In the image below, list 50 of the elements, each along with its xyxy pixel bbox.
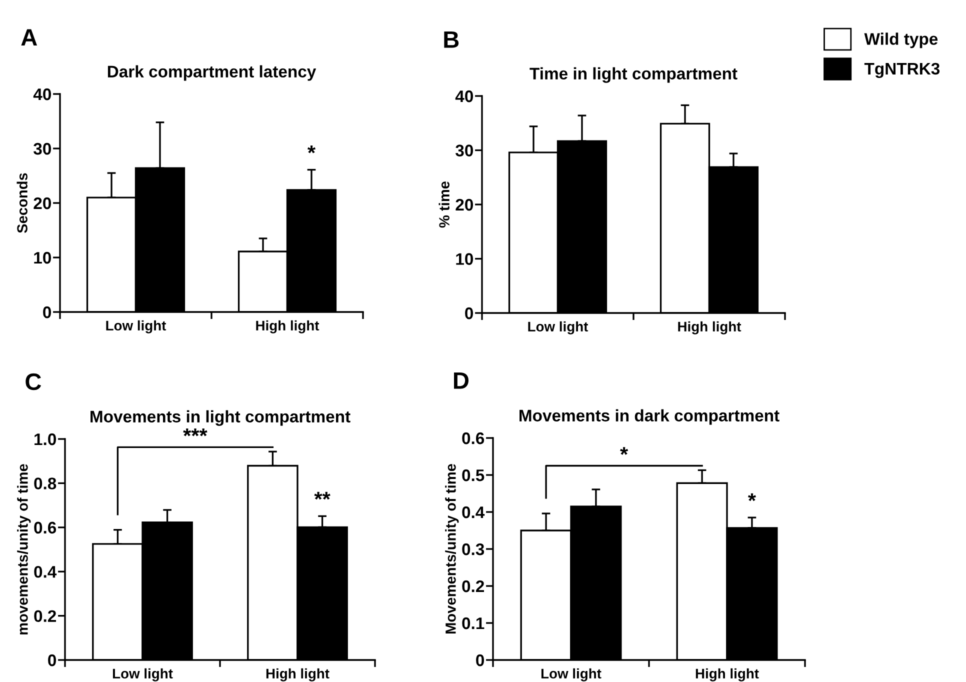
y-axis-title: Movements/unity of time: [445, 464, 459, 634]
y-tick-label: 40: [33, 88, 51, 100]
y-tick-label: 0: [48, 654, 56, 666]
chart-title: Movements in dark compartment: [520, 409, 780, 425]
x-tick-label: High light: [256, 320, 320, 334]
legend-label: Wild type: [864, 32, 938, 48]
y-tick-label: 0.5: [462, 469, 484, 482]
text: ***: [183, 428, 208, 436]
y-tick-label: 0.3: [462, 543, 484, 556]
y-tick-label: 0.2: [34, 610, 56, 622]
y-tick-label: 0: [43, 306, 51, 318]
x-tick-label: High light: [696, 668, 759, 682]
y-tick-label: 0.6: [34, 522, 56, 534]
y-tick-label: 0.6: [462, 432, 484, 444]
y-tick-label: 0.8: [34, 478, 56, 490]
x-tick-label: High light: [678, 321, 742, 334]
y-tick-label: 0.4: [34, 566, 57, 578]
x-tick-label: Low light: [541, 668, 602, 682]
y-tick-label: 20: [456, 198, 473, 211]
y-tick-label: 30: [34, 142, 51, 155]
y-tick-label: 10: [34, 252, 51, 264]
y-tick-label: 0: [476, 654, 484, 666]
annotation: *: [307, 146, 316, 154]
y-axis-title: Seconds: [16, 173, 28, 233]
annotation: *: [748, 493, 756, 502]
chart-title: Dark compartment latency: [108, 65, 316, 81]
y-tick-label: 0: [465, 307, 473, 320]
y-tick-label: 30: [456, 144, 473, 156]
annotation: *: [620, 447, 628, 455]
chart-title: Movements in light compartment: [90, 410, 350, 426]
legend-label: TgNTRK3: [864, 62, 940, 78]
text: B: [444, 31, 459, 48]
y-tick-label: 1.0: [34, 433, 56, 446]
chart-title: Time in light compartment: [530, 67, 738, 83]
x-tick-label: Low light: [112, 668, 173, 682]
text: A: [21, 29, 38, 46]
y-tick-label: 0.1: [462, 617, 484, 630]
y-tick-label: 40: [455, 90, 473, 102]
annotation: **: [314, 492, 330, 500]
x-tick-label: High light: [266, 668, 330, 682]
y-axis-title: movements/unity of time: [17, 464, 31, 634]
y-axis-title: % time: [438, 181, 450, 228]
x-tick-label: Low light: [528, 321, 588, 334]
y-tick-label: 10: [456, 253, 473, 265]
text: C: [26, 373, 42, 390]
y-tick-label: 20: [34, 197, 51, 210]
y-tick-label: 0.4: [462, 506, 485, 518]
y-tick-label: 0.2: [462, 580, 484, 592]
x-tick-label: Low light: [106, 320, 166, 334]
text: D: [454, 372, 468, 389]
